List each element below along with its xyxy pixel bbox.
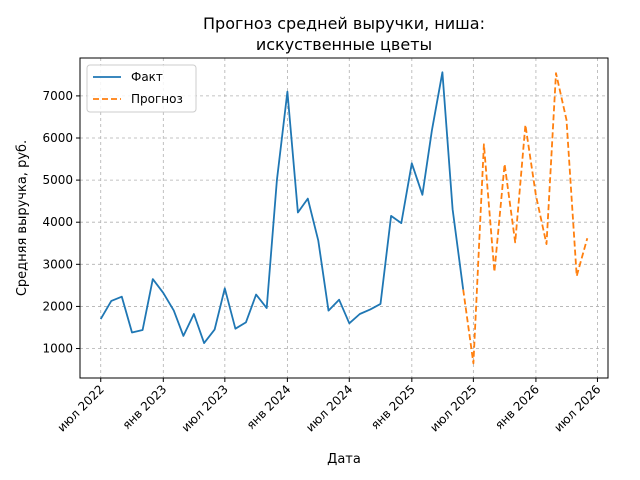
y-tick-label: 5000 — [42, 173, 73, 187]
y-tick-label: 6000 — [42, 131, 73, 145]
x-tick-label: янв 2023 — [120, 382, 170, 432]
series-line-1 — [462, 72, 589, 365]
y-axis-label: Средняя выручка, руб. — [15, 140, 30, 296]
chart-title-line-2: искуственные цветы — [256, 35, 432, 54]
x-tick-label: июл 2024 — [303, 382, 355, 434]
y-tick-label: 3000 — [42, 257, 73, 271]
x-tick-label: янв 2025 — [368, 382, 418, 432]
x-axis: июл 2022 янв 2023 июл 2023 янв 2024 июл 2024… — [55, 378, 604, 435]
x-tick-label: янв 2024 — [244, 382, 294, 432]
series-line-0 — [99, 71, 465, 344]
legend: Факт Прогноз — [86, 64, 197, 113]
x-tick-label: янв 2026 — [492, 382, 542, 432]
series-layer — [99, 71, 589, 365]
x-tick-label: июл 2026 — [551, 382, 603, 434]
y-tick-label: 4000 — [42, 215, 73, 229]
y-tick-label: 1000 — [42, 342, 73, 356]
plot-frame — [79, 57, 609, 379]
legend-label: Факт — [131, 70, 163, 84]
legend-label: Прогноз — [131, 92, 183, 106]
chart-title: Прогноз средней выручки, ниша: искуствен… — [203, 14, 485, 54]
y-tick-label: 2000 — [42, 299, 73, 313]
y-axis: 1000 2000 3000 4000 5000 6000 7000 — [42, 89, 80, 356]
x-tick-label: июл 2025 — [427, 382, 479, 434]
x-tick-label: июл 2023 — [179, 382, 231, 434]
x-axis-label: Дата — [327, 452, 361, 467]
x-tick-label: июл 2022 — [55, 382, 107, 434]
y-tick-label: 7000 — [42, 89, 73, 103]
chart-title-line-1: Прогноз средней выручки, ниша: — [203, 14, 485, 33]
